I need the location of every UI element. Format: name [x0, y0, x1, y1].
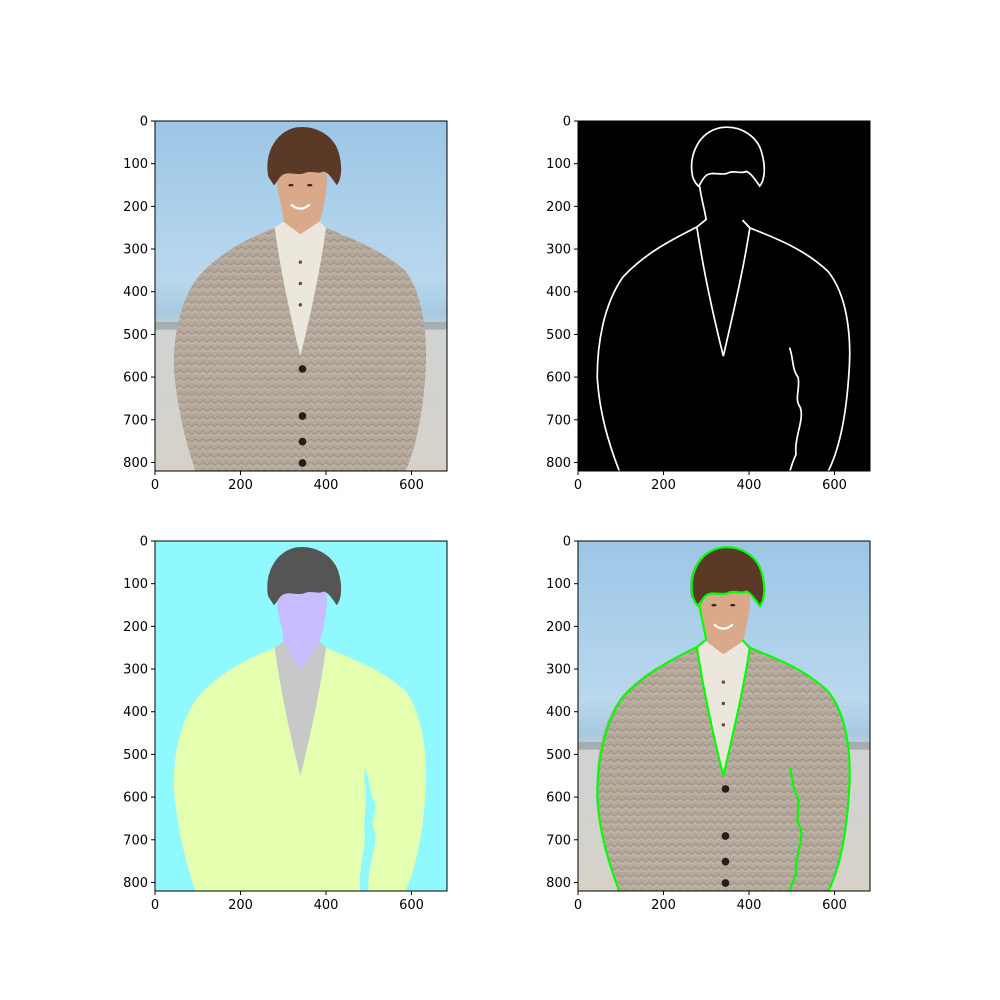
segmentation-map-y-tick-label: 600	[123, 791, 148, 806]
original-photo-y-tick-label: 700	[123, 413, 148, 428]
contour-overlay-y-tick-label: 700	[546, 833, 571, 848]
segmentation-map-x-tick-label: 200	[228, 898, 253, 913]
contour-overlay-y-tick-label: 0	[563, 535, 571, 550]
segmentation-map-x-tick-label: 400	[314, 898, 339, 913]
contour-overlay-y-tick-label: 800	[546, 876, 571, 891]
edge-map-x-tick-label: 400	[737, 478, 762, 493]
contour-overlay-y-tick-label: 300	[546, 663, 571, 678]
original-photo-x-tick-label: 600	[399, 478, 424, 493]
original-photo-x-tick-label: 200	[228, 478, 253, 493]
contour-overlay-y-tick-label: 100	[546, 577, 571, 592]
edge-map-y-tick-label: 300	[546, 243, 571, 258]
original-photo-x-tick-label: 400	[314, 478, 339, 493]
segmentation-map-y-tick-label: 0	[140, 535, 148, 550]
original-photo-y-tick-label: 200	[123, 200, 148, 215]
segmentation-map-x-tick-label: 600	[399, 898, 424, 913]
edge-map-y-tick-label: 600	[546, 371, 571, 386]
contour-overlay-x-tick-label: 0	[574, 898, 582, 913]
original-photo-y-tick-label: 0	[140, 115, 148, 130]
contour-overlay-x-tick-label: 200	[651, 898, 676, 913]
contour-overlay-x-tick-label: 600	[822, 898, 847, 913]
original-photo-y-tick-label: 400	[123, 285, 148, 300]
edge-map-x-tick-label: 0	[574, 478, 582, 493]
panel-edge-map	[577, 120, 871, 473]
segmentation-map-y-tick-label: 300	[123, 663, 148, 678]
edge-map-y-tick-label: 400	[546, 285, 571, 300]
contour-overlay-x-tick-label: 400	[737, 898, 762, 913]
segmentation-map-y-tick-label: 200	[123, 620, 148, 635]
edge-map-x-tick-label: 600	[822, 478, 847, 493]
original-photo-y-tick-label: 600	[123, 371, 148, 386]
original-photo-y-tick-label: 500	[123, 328, 148, 343]
edge-map-y-tick-label: 800	[546, 456, 571, 471]
segmentation-map-y-tick-label: 100	[123, 577, 148, 592]
segmentation-map-y-tick-label: 400	[123, 705, 148, 720]
contour-overlay-y-tick-label: 600	[546, 791, 571, 806]
edge-map-y-tick-label: 200	[546, 200, 571, 215]
contour-overlay-y-tick-label: 200	[546, 620, 571, 635]
original-photo-x-tick-label: 0	[151, 478, 159, 493]
contour-overlay-y-tick-label: 400	[546, 705, 571, 720]
panel-segmentation-map	[154, 540, 448, 892]
panel-contour-overlay	[577, 540, 871, 893]
segmentation-map-y-tick-label: 500	[123, 748, 148, 763]
edge-map-y-tick-label: 700	[546, 413, 571, 428]
original-photo-y-tick-label: 800	[123, 456, 148, 471]
edge-map-x-tick-label: 200	[651, 478, 676, 493]
segmentation-map-x-tick-label: 0	[151, 898, 159, 913]
edge-map-y-tick-label: 100	[546, 157, 571, 172]
segmentation-map-y-tick-label: 700	[123, 833, 148, 848]
edge-map-y-tick-label: 500	[546, 328, 571, 343]
original-photo-y-tick-label: 100	[123, 157, 148, 172]
contour-overlay-y-tick-label: 500	[546, 748, 571, 763]
original-photo-y-tick-label: 300	[123, 243, 148, 258]
segmentation-map-y-tick-label: 800	[123, 876, 148, 891]
edge-map-y-tick-label: 0	[563, 115, 571, 130]
panel-original-photo	[154, 120, 448, 473]
